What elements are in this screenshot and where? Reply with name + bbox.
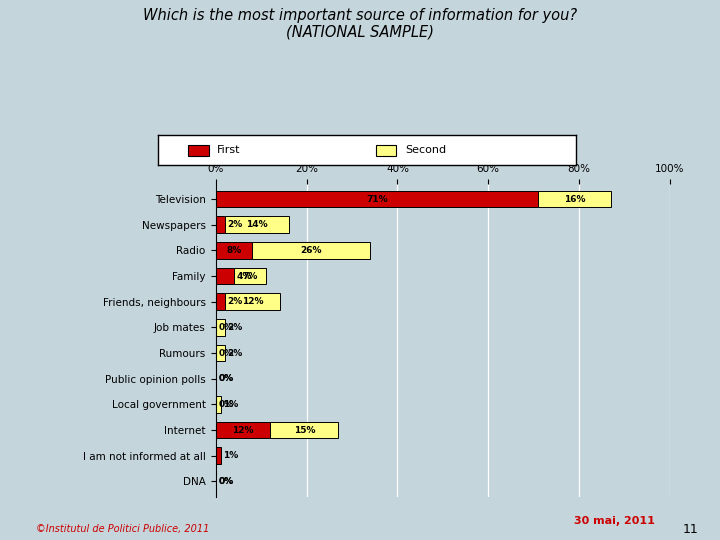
Bar — [538, 191, 611, 207]
Text: 71%: 71% — [366, 194, 388, 204]
Bar — [216, 396, 220, 413]
Text: 2%: 2% — [228, 220, 243, 229]
Bar — [216, 319, 225, 336]
Text: 2%: 2% — [228, 348, 243, 357]
Bar — [216, 191, 538, 207]
Text: 0%: 0% — [218, 323, 233, 332]
Text: 2%: 2% — [228, 297, 243, 306]
Bar — [216, 242, 252, 259]
FancyBboxPatch shape — [188, 145, 209, 156]
Text: 0%: 0% — [218, 374, 233, 383]
Text: 0%: 0% — [218, 400, 233, 409]
Bar — [216, 345, 225, 361]
Text: 16%: 16% — [564, 194, 585, 204]
Text: 1%: 1% — [222, 400, 238, 409]
Text: 2%: 2% — [228, 323, 243, 332]
Bar — [225, 217, 289, 233]
Bar — [216, 422, 271, 438]
Bar — [252, 242, 370, 259]
Text: 4%: 4% — [236, 272, 252, 280]
Text: 15%: 15% — [294, 426, 315, 435]
Text: 30 mai, 2011: 30 mai, 2011 — [575, 516, 655, 526]
Text: 8%: 8% — [227, 246, 242, 255]
Bar — [216, 447, 220, 464]
Text: First: First — [217, 145, 240, 155]
Text: Which is the most important source of information for you?: Which is the most important source of in… — [143, 8, 577, 23]
Text: ©Institutul de Politici Publice, 2011: ©Institutul de Politici Publice, 2011 — [36, 523, 210, 534]
Bar — [216, 217, 225, 233]
Text: 1%: 1% — [222, 451, 238, 460]
Bar — [216, 293, 225, 310]
Bar — [225, 293, 279, 310]
Text: 0%: 0% — [218, 348, 233, 357]
Text: 11: 11 — [683, 523, 698, 536]
Text: (NATIONAL SAMPLE): (NATIONAL SAMPLE) — [286, 24, 434, 39]
Text: Second: Second — [405, 145, 446, 155]
FancyBboxPatch shape — [376, 145, 397, 156]
Bar — [271, 422, 338, 438]
Text: 14%: 14% — [246, 220, 268, 229]
Text: 12%: 12% — [233, 426, 254, 435]
Text: 0%: 0% — [218, 477, 233, 486]
Text: 12%: 12% — [241, 297, 263, 306]
Text: 7%: 7% — [243, 272, 258, 280]
Text: 0%: 0% — [218, 477, 233, 486]
Text: 0%: 0% — [218, 374, 233, 383]
Bar — [234, 268, 266, 285]
Text: 26%: 26% — [300, 246, 322, 255]
Bar — [216, 268, 234, 285]
